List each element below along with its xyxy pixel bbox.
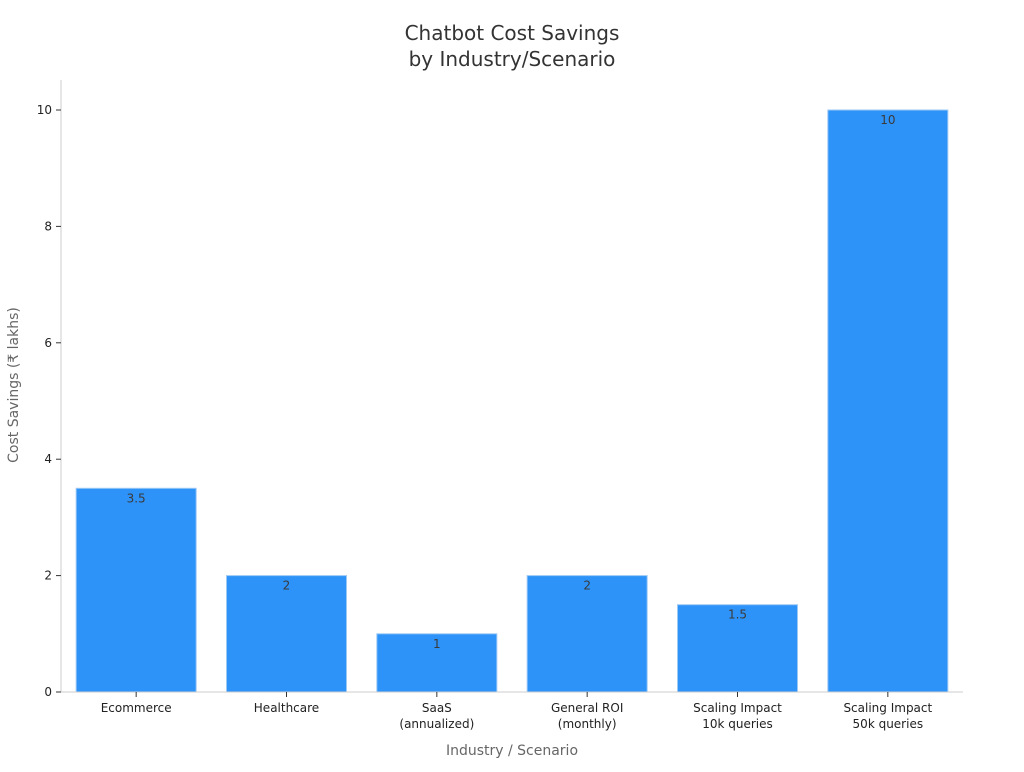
bar [226, 575, 347, 693]
x-tick-label: General ROI [551, 701, 623, 715]
bar-value-label: 1.5 [728, 608, 747, 622]
y-axis: 0 2 4 6 8 10 [37, 80, 62, 699]
x-tick-label: 10k queries [702, 717, 773, 731]
y-tick-label: 0 [44, 685, 52, 699]
y-tick-label: 2 [44, 569, 52, 583]
x-tick-label: 50k queries [853, 717, 924, 731]
x-axis-label: Industry / Scenario [446, 743, 578, 759]
y-tick-label: 10 [37, 103, 52, 117]
x-tick-label: (monthly) [558, 717, 617, 731]
x-tick-label: Scaling Impact [843, 701, 932, 715]
bars: 3.5 2 1 2 1.5 10 [75, 109, 949, 693]
bar-value-label: 1 [433, 637, 441, 651]
y-tick-label: 8 [44, 219, 52, 233]
chart-title-line: Chatbot Cost Savings [405, 21, 620, 45]
bar-value-label: 2 [583, 579, 591, 593]
bar [827, 109, 949, 693]
x-tick-label: Scaling Impact [693, 701, 782, 715]
bar [677, 604, 798, 693]
x-axis: Ecommerce Healthcare SaaS (annualized) Gener… [61, 691, 963, 731]
x-tick-label: SaaS [422, 701, 452, 715]
y-axis-label: Cost Savings (₹ lakhs) [6, 307, 22, 463]
bar-value-label: 3.5 [127, 491, 146, 505]
bar-value-label: 10 [880, 113, 895, 127]
x-tick-label: (annualized) [399, 717, 474, 731]
bar [526, 575, 648, 693]
bar-value-label: 2 [283, 579, 291, 593]
chart-title-line: by Industry/Scenario [409, 47, 616, 71]
y-tick-label: 4 [44, 452, 52, 466]
y-tick-label: 6 [44, 336, 52, 350]
x-tick-label: Ecommerce [101, 701, 172, 715]
bar [75, 487, 197, 693]
x-tick-label: Healthcare [254, 701, 319, 715]
bar [376, 633, 498, 693]
